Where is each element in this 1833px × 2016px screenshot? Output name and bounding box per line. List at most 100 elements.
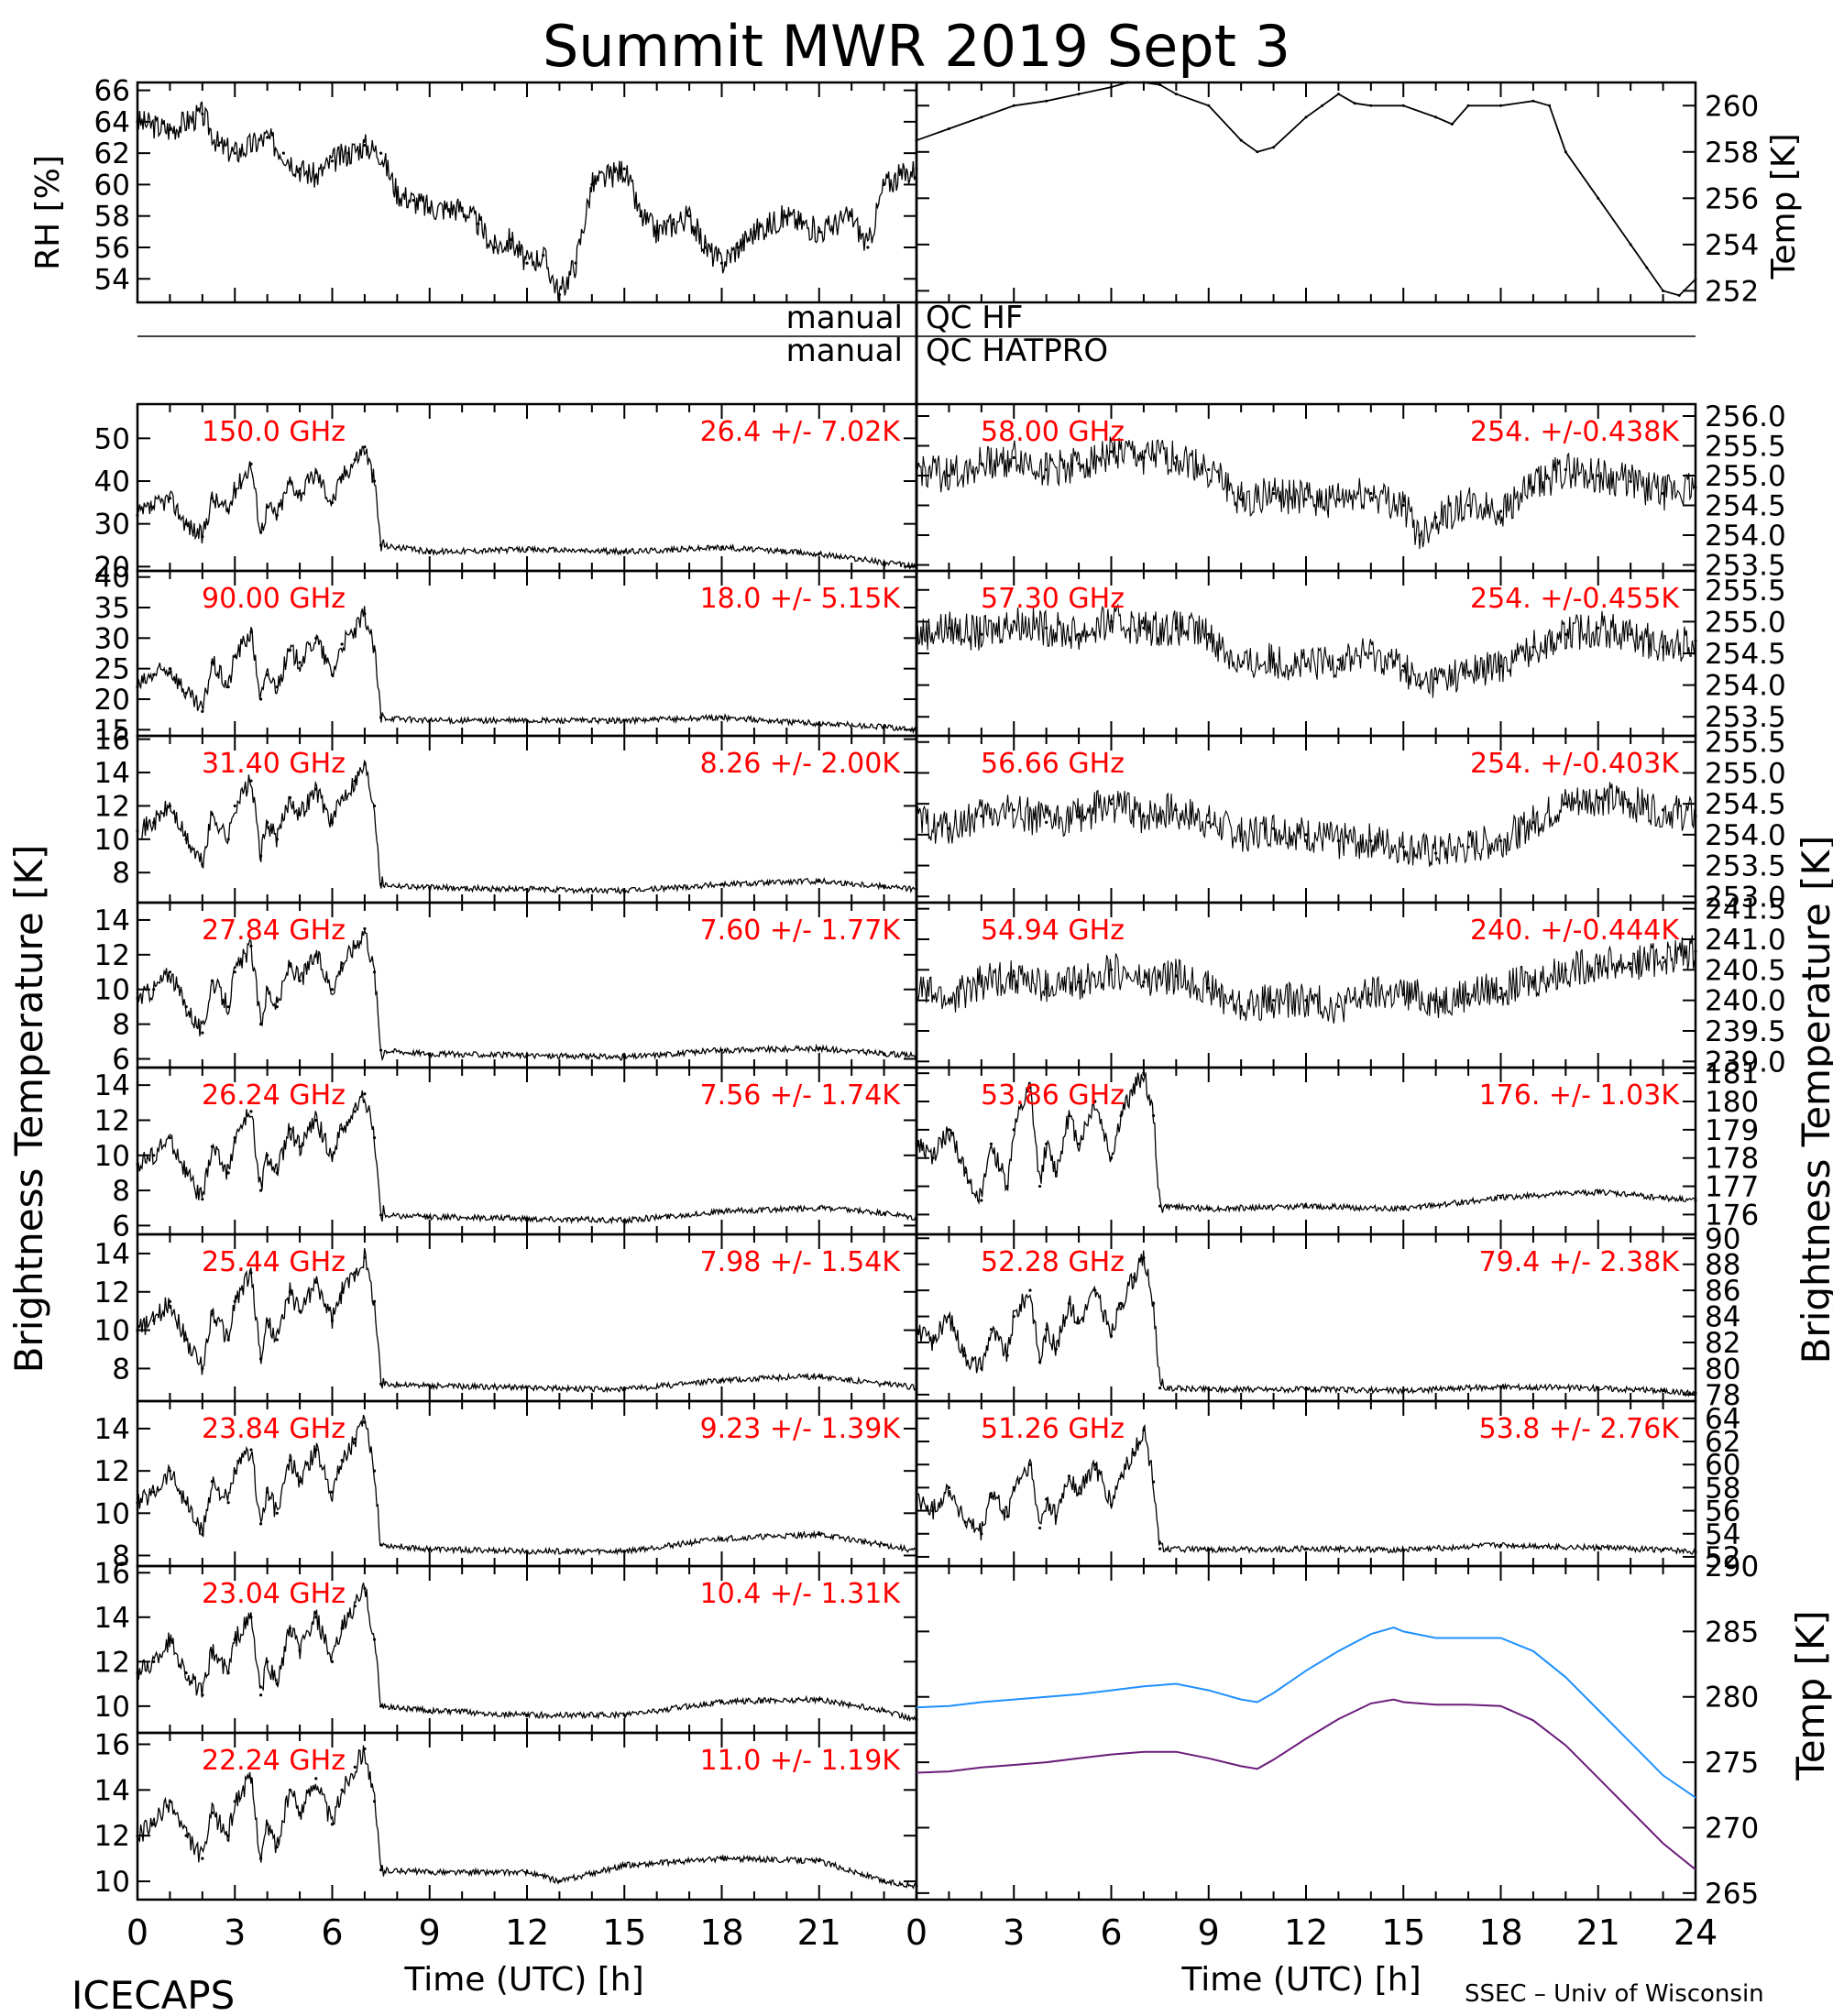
series-line-0 — [916, 1627, 1696, 1799]
data-point — [1353, 102, 1356, 105]
y-tick-label: 80 — [1705, 1353, 1740, 1386]
data-point — [980, 115, 983, 119]
panel-frame — [915, 81, 1697, 304]
data-point — [363, 143, 367, 148]
channel-stat-label: 26.4 +/- 7.02K — [700, 416, 902, 448]
channel-frequency-label: 57.30 GHz — [981, 583, 1125, 615]
panel-f2544: 14 12 10 8 25.44 GHz 7.98 +/- 1.54K — [94, 1233, 918, 1403]
time-tick-label: 15 — [602, 1912, 646, 1953]
data-point — [379, 1868, 383, 1872]
panel-f2304: 16 14 12 10 23.04 GHz 10.4 +/- 1.31K — [94, 1557, 918, 1735]
y-tick-label: 14 — [94, 1238, 130, 1271]
y-tick-label: 12 — [94, 1455, 130, 1488]
y-tick-label: 14 — [94, 1413, 130, 1446]
y-tick-label: 30 — [94, 622, 130, 655]
y-tick-label: 78 — [1705, 1379, 1740, 1412]
time-tick-label: 24 — [1674, 1912, 1718, 1953]
data-point — [201, 1031, 204, 1035]
y-tick-label: 16 — [94, 724, 130, 757]
y-tick-label: 285 — [1705, 1616, 1759, 1649]
time-tick-label: 0 — [126, 1912, 148, 1953]
data-point — [258, 1693, 263, 1697]
time-axis-label-left: Time (UTC) [h] — [403, 1961, 643, 1999]
channel-stat-label: 254. +/-0.455K — [1470, 583, 1680, 615]
footer-icecaps: ICECAPS — [71, 1973, 235, 2016]
data-trace — [916, 782, 1696, 867]
data-point — [412, 198, 415, 203]
data-point — [281, 151, 285, 155]
data-point — [330, 159, 335, 163]
data-point — [1077, 1142, 1081, 1145]
time-tick-label: 6 — [321, 1912, 343, 1953]
data-point — [201, 709, 204, 713]
data-point — [363, 1092, 367, 1096]
time-tick-label: 6 — [1100, 1912, 1122, 1953]
qc-hf-label: QC HF — [926, 300, 1023, 336]
data-point — [1336, 1004, 1341, 1008]
data-point — [314, 1777, 318, 1780]
y-tick-label: 16 — [94, 1557, 130, 1590]
data-trace — [916, 935, 1696, 1024]
y-tick-label: 6 — [112, 1210, 130, 1243]
y-tick-label: 54 — [1705, 1518, 1740, 1551]
y-tick-label: 241.5 — [1705, 893, 1786, 926]
y-tick-label: 20 — [94, 684, 130, 717]
data-point — [1272, 146, 1276, 149]
time-tick-label: 15 — [1381, 1912, 1425, 1953]
data-point — [249, 1110, 253, 1113]
data-point — [340, 642, 344, 646]
data-point — [1093, 1100, 1097, 1103]
data-point — [980, 815, 983, 818]
panel-f150: 50 40 30 20 150.0 GHz 26.4 +/- 7.02K — [94, 402, 918, 584]
data-point — [136, 120, 139, 124]
data-point — [915, 138, 918, 142]
data-point — [947, 127, 950, 131]
data-point — [1499, 104, 1502, 107]
data-point — [866, 246, 870, 249]
data-point — [687, 214, 691, 218]
channel-frequency-label: 23.04 GHz — [202, 1578, 346, 1610]
channel-stat-label: 11.0 +/- 1.19K — [700, 1745, 902, 1777]
time-axis-label-right: Time (UTC) [h] — [1180, 1961, 1421, 1999]
y-tick-label: 254.5 — [1705, 788, 1786, 821]
y-tick-label: 12 — [94, 1276, 130, 1309]
y-tick-label: 60 — [94, 169, 130, 202]
y-tick-label: 88 — [1705, 1249, 1740, 1282]
data-point — [1597, 196, 1600, 200]
y-tick-label: 52 — [1705, 1541, 1740, 1574]
data-point — [1369, 652, 1373, 655]
data-point — [275, 1338, 279, 1342]
time-tick-label: 21 — [1576, 1912, 1620, 1953]
tb-left-axis-label: Brightness Temperature [K] — [6, 845, 51, 1374]
y-tick-label: 50 — [94, 422, 130, 455]
y-tick-label: 254.0 — [1705, 819, 1786, 852]
y-tick-label: 14 — [94, 1069, 130, 1102]
figure-title: Summit MWR 2019 Sept 3 — [543, 13, 1290, 80]
channel-frequency-label: 27.84 GHz — [202, 915, 346, 947]
y-tick-label: 58 — [94, 201, 130, 234]
data-point — [1498, 1196, 1503, 1200]
data-point — [1207, 467, 1211, 472]
data-point — [1694, 278, 1697, 281]
panel-temp: 260 258 256 254 252 — [915, 81, 1759, 308]
data-trace — [137, 606, 917, 735]
channel-frequency-label: 54.94 GHz — [981, 915, 1125, 947]
y-tick-label: 181 — [1705, 1057, 1759, 1090]
y-tick-label: 239.0 — [1705, 1046, 1786, 1079]
data-point — [1304, 498, 1308, 501]
y-tick-label: 14 — [94, 904, 130, 937]
channel-frequency-label: 58.00 GHz — [981, 416, 1125, 448]
data-point — [1629, 802, 1632, 805]
y-tick-label: 254.0 — [1705, 520, 1786, 553]
channel-frequency-label: 52.28 GHz — [981, 1246, 1125, 1278]
y-tick-label: 8 — [112, 1539, 130, 1572]
data-point — [340, 1788, 344, 1791]
data-point — [1067, 1474, 1071, 1478]
data-point — [353, 1110, 357, 1113]
